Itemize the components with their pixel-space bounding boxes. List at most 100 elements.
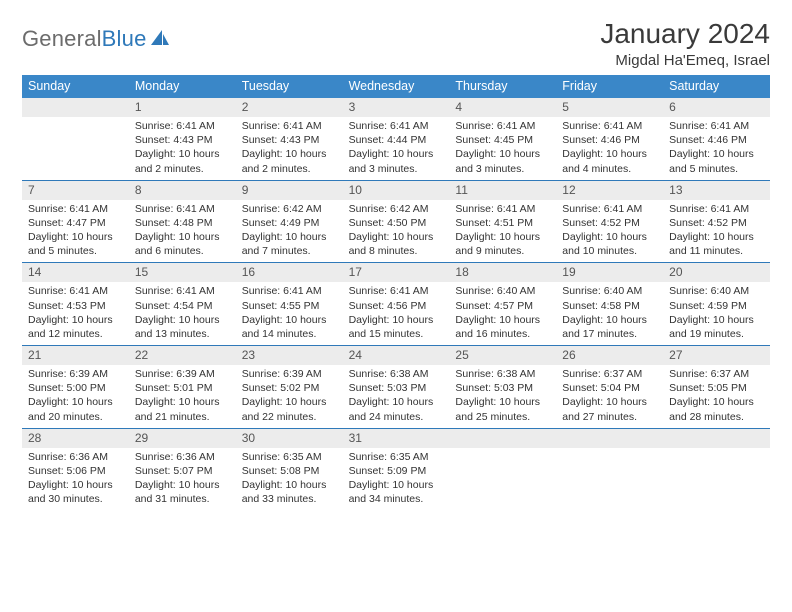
daylight-line1: Daylight: 10 hours [135,147,230,161]
daylight-line1: Daylight: 10 hours [455,395,550,409]
day-body: Sunrise: 6:41 AMSunset: 4:54 PMDaylight:… [129,282,236,345]
daylight-line2: and 4 minutes. [562,162,657,176]
day-number: 24 [343,346,450,365]
sunset-text: Sunset: 5:01 PM [135,381,230,395]
logo-word-blue: Blue [102,26,147,51]
sunset-text: Sunset: 4:53 PM [28,299,123,313]
daylight-line1: Daylight: 10 hours [349,478,444,492]
day-number: 10 [343,181,450,200]
daylight-line1: Daylight: 10 hours [242,230,337,244]
dow-thursday: Thursday [449,75,556,98]
day-number: 9 [236,181,343,200]
day-cell: 4Sunrise: 6:41 AMSunset: 4:45 PMDaylight… [449,98,556,180]
day-number: 12 [556,181,663,200]
sunrise-text: Sunrise: 6:42 AM [349,202,444,216]
day-number: 7 [22,181,129,200]
sunset-text: Sunset: 4:54 PM [135,299,230,313]
day-body: Sunrise: 6:36 AMSunset: 5:07 PMDaylight:… [129,448,236,511]
daylight-line2: and 14 minutes. [242,327,337,341]
day-body: Sunrise: 6:41 AMSunset: 4:43 PMDaylight:… [236,117,343,180]
daylight-line2: and 2 minutes. [135,162,230,176]
sunrise-text: Sunrise: 6:41 AM [455,119,550,133]
sunset-text: Sunset: 4:55 PM [242,299,337,313]
day-body: Sunrise: 6:41 AMSunset: 4:51 PMDaylight:… [449,200,556,263]
daylight-line1: Daylight: 10 hours [135,230,230,244]
sunset-text: Sunset: 5:03 PM [455,381,550,395]
daylight-line2: and 21 minutes. [135,410,230,424]
day-body: Sunrise: 6:41 AMSunset: 4:55 PMDaylight:… [236,282,343,345]
daylight-line1: Daylight: 10 hours [28,395,123,409]
sunrise-text: Sunrise: 6:41 AM [455,202,550,216]
day-number: 19 [556,263,663,282]
daylight-line2: and 6 minutes. [135,244,230,258]
daylight-line1: Daylight: 10 hours [669,395,764,409]
daylight-line2: and 17 minutes. [562,327,657,341]
day-cell: 27Sunrise: 6:37 AMSunset: 5:05 PMDayligh… [663,346,770,428]
day-cell: 23Sunrise: 6:39 AMSunset: 5:02 PMDayligh… [236,346,343,428]
sunset-text: Sunset: 5:03 PM [349,381,444,395]
day-body: Sunrise: 6:39 AMSunset: 5:02 PMDaylight:… [236,365,343,428]
daylight-line2: and 34 minutes. [349,492,444,506]
sunset-text: Sunset: 4:45 PM [455,133,550,147]
day-cell: 10Sunrise: 6:42 AMSunset: 4:50 PMDayligh… [343,181,450,263]
day-number: 4 [449,98,556,117]
daylight-line1: Daylight: 10 hours [455,313,550,327]
day-cell: 17Sunrise: 6:41 AMSunset: 4:56 PMDayligh… [343,263,450,345]
daylight-line2: and 7 minutes. [242,244,337,258]
sunset-text: Sunset: 5:04 PM [562,381,657,395]
day-body: Sunrise: 6:41 AMSunset: 4:48 PMDaylight:… [129,200,236,263]
sunrise-text: Sunrise: 6:41 AM [562,119,657,133]
sunrise-text: Sunrise: 6:39 AM [135,367,230,381]
sunrise-text: Sunrise: 6:41 AM [349,119,444,133]
day-body: Sunrise: 6:37 AMSunset: 5:05 PMDaylight:… [663,365,770,428]
daylight-line1: Daylight: 10 hours [669,147,764,161]
day-number: 25 [449,346,556,365]
sunrise-text: Sunrise: 6:41 AM [135,284,230,298]
daylight-line2: and 16 minutes. [455,327,550,341]
day-number [556,429,663,448]
sunset-text: Sunset: 4:46 PM [669,133,764,147]
day-body: Sunrise: 6:41 AMSunset: 4:52 PMDaylight:… [663,200,770,263]
day-body: Sunrise: 6:35 AMSunset: 5:08 PMDaylight:… [236,448,343,511]
daylight-line1: Daylight: 10 hours [562,230,657,244]
sunrise-text: Sunrise: 6:39 AM [28,367,123,381]
sunrise-text: Sunrise: 6:42 AM [242,202,337,216]
day-body: Sunrise: 6:42 AMSunset: 4:50 PMDaylight:… [343,200,450,263]
dow-wednesday: Wednesday [343,75,450,98]
daylight-line2: and 25 minutes. [455,410,550,424]
daylight-line2: and 5 minutes. [669,162,764,176]
logo: GeneralBlue [22,18,170,52]
day-cell: 2Sunrise: 6:41 AMSunset: 4:43 PMDaylight… [236,98,343,180]
daylight-line2: and 30 minutes. [28,492,123,506]
day-body: Sunrise: 6:41 AMSunset: 4:52 PMDaylight:… [556,200,663,263]
day-cell [449,429,556,511]
day-of-week-header: Sunday Monday Tuesday Wednesday Thursday… [22,75,770,98]
logo-sail-icon [150,28,170,46]
day-number: 27 [663,346,770,365]
day-cell [663,429,770,511]
day-number: 20 [663,263,770,282]
daylight-line1: Daylight: 10 hours [28,478,123,492]
daylight-line2: and 27 minutes. [562,410,657,424]
sunset-text: Sunset: 5:09 PM [349,464,444,478]
day-cell: 8Sunrise: 6:41 AMSunset: 4:48 PMDaylight… [129,181,236,263]
daylight-line1: Daylight: 10 hours [242,313,337,327]
daylight-line2: and 22 minutes. [242,410,337,424]
day-number: 13 [663,181,770,200]
calendar-page: GeneralBlue January 2024 Migdal Ha'Emeq,… [0,0,792,520]
daylight-line2: and 19 minutes. [669,327,764,341]
daylight-line2: and 5 minutes. [28,244,123,258]
day-cell: 3Sunrise: 6:41 AMSunset: 4:44 PMDaylight… [343,98,450,180]
sunset-text: Sunset: 4:46 PM [562,133,657,147]
day-number: 5 [556,98,663,117]
day-number: 29 [129,429,236,448]
day-cell: 11Sunrise: 6:41 AMSunset: 4:51 PMDayligh… [449,181,556,263]
daylight-line1: Daylight: 10 hours [135,395,230,409]
day-body: Sunrise: 6:40 AMSunset: 4:59 PMDaylight:… [663,282,770,345]
location-label: Migdal Ha'Emeq, Israel [600,52,770,69]
sunset-text: Sunset: 4:51 PM [455,216,550,230]
calendar-week: 28Sunrise: 6:36 AMSunset: 5:06 PMDayligh… [22,428,770,511]
day-number: 31 [343,429,450,448]
day-cell: 9Sunrise: 6:42 AMSunset: 4:49 PMDaylight… [236,181,343,263]
daylight-line2: and 28 minutes. [669,410,764,424]
